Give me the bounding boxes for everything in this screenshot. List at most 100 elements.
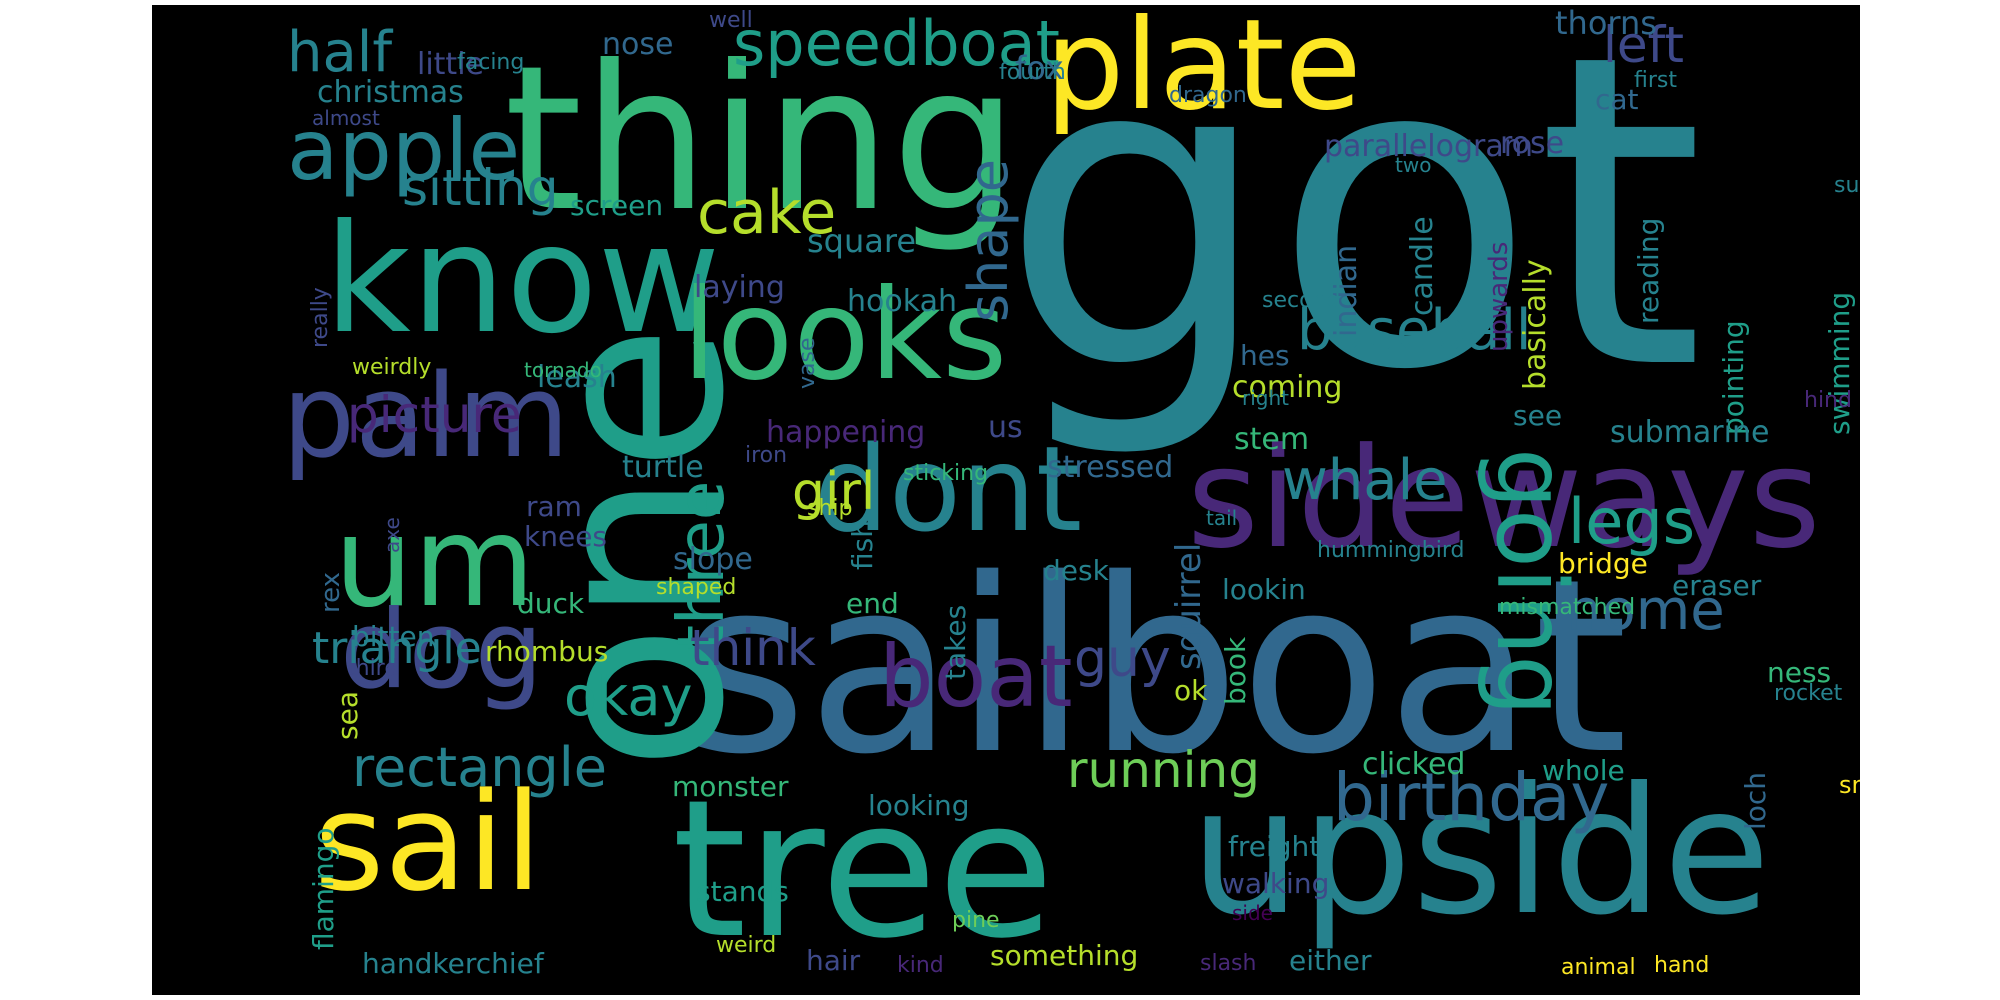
word: squirrel	[1169, 542, 1209, 670]
word: sail	[314, 764, 543, 921]
word: bunny	[1858, 915, 1860, 943]
word: upside	[1190, 751, 1771, 954]
word: thorns	[1555, 5, 1657, 42]
word: shaped	[656, 575, 737, 600]
word: stressed	[1047, 450, 1174, 485]
word: rectangle	[352, 736, 607, 799]
word-cloud: got sailboat one thing tree upside sidew…	[152, 5, 1860, 995]
word: rex	[316, 571, 346, 613]
word: walking	[1222, 867, 1330, 900]
word: half	[287, 20, 393, 85]
word: running	[1067, 741, 1260, 799]
word: know	[324, 193, 721, 367]
word: either	[1289, 944, 1372, 977]
word: loch	[1739, 771, 1772, 830]
word: um	[334, 490, 535, 635]
word: upwards	[1484, 241, 1514, 352]
word: hes	[1240, 339, 1290, 372]
word: us	[988, 410, 1023, 445]
word: hand	[1654, 953, 1710, 978]
word: desk	[1043, 554, 1109, 587]
word: ok	[1174, 674, 1208, 707]
word: looks	[682, 263, 1008, 408]
word: facing	[457, 50, 525, 75]
word: see	[1513, 399, 1563, 432]
word: ram	[526, 490, 582, 523]
word: palm	[282, 350, 570, 484]
word: plate	[1045, 5, 1362, 138]
word: legs	[1568, 485, 1696, 558]
word: fourth	[999, 60, 1066, 85]
word: fish	[846, 520, 879, 570]
word: turtle	[622, 450, 704, 485]
word: candle	[1405, 216, 1440, 316]
word: apple	[287, 101, 521, 199]
word: duck	[517, 587, 585, 620]
word: iron	[745, 443, 788, 468]
word: whale	[1282, 448, 1448, 513]
word: fox	[1015, 49, 1064, 87]
word: leash	[537, 360, 617, 395]
word: sticking	[903, 461, 989, 486]
word: swimming	[1823, 291, 1856, 435]
word: birthday	[1333, 759, 1610, 836]
word: baseball	[1297, 298, 1532, 363]
word: sailboat	[682, 527, 1628, 807]
word: stands	[696, 875, 789, 908]
word: bitten	[352, 620, 435, 653]
word: flamingo	[307, 827, 340, 951]
word: knees	[524, 520, 608, 553]
word: animal	[1561, 955, 1636, 980]
word: going	[1475, 448, 1587, 717]
word: sure	[1834, 173, 1860, 198]
word: reading	[1632, 217, 1665, 324]
word: happening	[766, 415, 926, 450]
word: book	[1219, 636, 1252, 705]
word: weirdly	[352, 355, 432, 380]
word: christmas	[317, 75, 464, 110]
word: triangle	[312, 623, 482, 674]
word: sea	[331, 691, 364, 740]
word: hair	[806, 944, 861, 977]
word: well	[709, 8, 753, 33]
word: looking	[868, 789, 970, 822]
word: cat	[1595, 83, 1639, 116]
word: slash	[1200, 951, 1257, 976]
word: whole	[1542, 754, 1625, 787]
word: second	[1262, 288, 1341, 313]
word: ship	[807, 496, 853, 521]
word: tornado	[524, 358, 602, 382]
word: hummingbird	[1317, 538, 1465, 563]
word: third	[347, 656, 399, 681]
word: hind	[1804, 388, 1852, 413]
word: thing	[504, 23, 1019, 256]
word: takes	[939, 604, 972, 680]
word: smaller	[1839, 771, 1860, 799]
word: rocket	[1774, 681, 1843, 706]
word: right	[1242, 386, 1289, 410]
word: mismatched	[1499, 595, 1636, 620]
word: home	[1566, 578, 1725, 643]
word: tree	[672, 759, 1055, 980]
word: speedboat	[733, 7, 1060, 80]
word: picture	[347, 386, 522, 444]
word: vase	[795, 337, 820, 390]
word: rhombus	[485, 635, 609, 668]
word: first	[1634, 68, 1677, 93]
word: coming	[1232, 370, 1343, 405]
word: guy	[1074, 629, 1171, 689]
word: dragon	[1169, 83, 1247, 108]
word: axe	[380, 517, 404, 553]
word: slope	[673, 542, 753, 577]
word: really	[308, 287, 333, 348]
word: side	[1232, 901, 1273, 925]
word: think	[690, 619, 816, 677]
word: basically	[1518, 259, 1553, 390]
word: little	[417, 47, 484, 82]
word: dog	[340, 588, 544, 713]
word: two	[1395, 153, 1432, 177]
word: submarine	[1610, 415, 1770, 450]
word: cake	[697, 178, 837, 248]
word: tail	[1206, 506, 1238, 530]
word: lookin	[1222, 573, 1306, 606]
